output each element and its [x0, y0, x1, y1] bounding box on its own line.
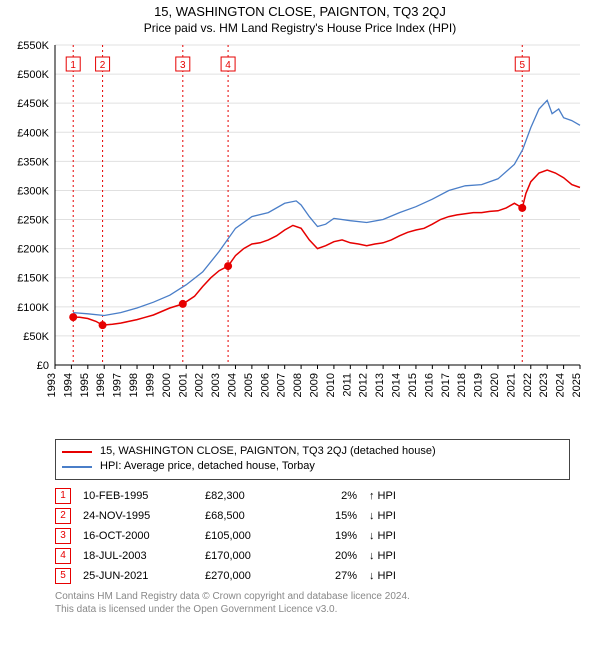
svg-text:2019: 2019	[473, 373, 485, 397]
title-main: 15, WASHINGTON CLOSE, PAIGNTON, TQ3 2QJ	[0, 0, 600, 19]
sale-pct: 2%	[307, 486, 369, 506]
sale-pct: 19%	[307, 526, 369, 546]
sale-price: £105,000	[205, 526, 307, 546]
svg-text:2001: 2001	[177, 373, 189, 397]
svg-text:£450K: £450K	[17, 98, 49, 110]
svg-text:£300K: £300K	[17, 185, 49, 197]
sales-row: 2 24-NOV-1995£68,50015%↓ HPI	[55, 506, 408, 526]
svg-text:2008: 2008	[292, 373, 304, 397]
legend-row-red: 15, WASHINGTON CLOSE, PAIGNTON, TQ3 2QJ …	[62, 444, 563, 459]
legend-row-blue: HPI: Average price, detached house, Torb…	[62, 459, 563, 474]
svg-text:1995: 1995	[79, 373, 91, 397]
sale-pct: 27%	[307, 566, 369, 586]
footer-line-1: Contains HM Land Registry data © Crown c…	[55, 590, 570, 603]
svg-text:1993: 1993	[46, 373, 58, 397]
svg-text:1997: 1997	[112, 373, 124, 397]
svg-text:2018: 2018	[456, 373, 468, 397]
svg-text:4: 4	[225, 60, 231, 71]
legend-swatch-red	[62, 451, 92, 453]
svg-text:£400K: £400K	[17, 127, 49, 139]
sale-arrow: ↓ HPI	[369, 506, 408, 526]
svg-text:2011: 2011	[341, 373, 353, 397]
sale-arrow: ↓ HPI	[369, 526, 408, 546]
svg-text:2014: 2014	[391, 373, 403, 397]
svg-text:2020: 2020	[489, 373, 501, 397]
sale-date: 18-JUL-2003	[83, 546, 205, 566]
svg-text:2010: 2010	[325, 373, 337, 397]
sale-marker-icon: 3	[55, 528, 71, 544]
svg-text:1: 1	[70, 60, 76, 71]
sale-arrow: ↑ HPI	[369, 486, 408, 506]
svg-text:2003: 2003	[210, 373, 222, 397]
svg-text:2016: 2016	[423, 373, 435, 397]
svg-text:2013: 2013	[374, 373, 386, 397]
sale-price: £270,000	[205, 566, 307, 586]
sale-arrow: ↓ HPI	[369, 546, 408, 566]
svg-text:2009: 2009	[309, 373, 321, 397]
sale-arrow: ↓ HPI	[369, 566, 408, 586]
svg-text:2012: 2012	[358, 373, 370, 397]
sale-marker-icon: 2	[55, 508, 71, 524]
sale-pct: 15%	[307, 506, 369, 526]
svg-text:£250K: £250K	[17, 215, 49, 227]
svg-text:2007: 2007	[276, 373, 288, 397]
svg-text:2021: 2021	[505, 373, 517, 397]
svg-text:£350K: £350K	[17, 156, 49, 168]
svg-text:2006: 2006	[259, 373, 271, 397]
svg-text:£50K: £50K	[23, 331, 49, 343]
svg-text:2017: 2017	[440, 373, 452, 397]
sale-date: 16-OCT-2000	[83, 526, 205, 546]
legend-label-red: 15, WASHINGTON CLOSE, PAIGNTON, TQ3 2QJ …	[100, 444, 436, 459]
sale-date: 10-FEB-1995	[83, 486, 205, 506]
sale-pct: 20%	[307, 546, 369, 566]
sale-date: 25-JUN-2021	[83, 566, 205, 586]
sale-date: 24-NOV-1995	[83, 506, 205, 526]
sales-row: 4 18-JUL-2003£170,00020%↓ HPI	[55, 546, 408, 566]
chart-svg: £0 £50K £100K £150K £200K £250K £300K £350K £400…	[0, 35, 600, 435]
svg-text:2025: 2025	[571, 373, 583, 397]
svg-text:3: 3	[180, 60, 186, 71]
svg-text:2024: 2024	[555, 373, 567, 397]
sale-price: £68,500	[205, 506, 307, 526]
svg-text:£200K: £200K	[17, 244, 49, 256]
svg-text:5: 5	[519, 60, 525, 71]
legend-swatch-blue	[62, 466, 92, 468]
svg-text:2004: 2004	[226, 373, 238, 397]
sale-marker-icon: 4	[55, 548, 71, 564]
svg-text:2015: 2015	[407, 373, 419, 397]
svg-text:£150K: £150K	[17, 273, 49, 285]
svg-text:1996: 1996	[95, 373, 107, 397]
svg-text:£550K: £550K	[17, 40, 49, 52]
svg-text:2005: 2005	[243, 373, 255, 397]
svg-text:2023: 2023	[538, 373, 550, 397]
svg-text:£100K: £100K	[17, 302, 49, 314]
sales-table: 1 10-FEB-1995£82,3002%↑ HPI 2 24-NOV-1995£6…	[55, 486, 408, 586]
legend-box: 15, WASHINGTON CLOSE, PAIGNTON, TQ3 2QJ …	[55, 439, 570, 480]
svg-text:1994: 1994	[62, 373, 74, 397]
sale-price: £170,000	[205, 546, 307, 566]
sale-price: £82,300	[205, 486, 307, 506]
sale-marker-icon: 1	[55, 488, 71, 504]
chart-area: £0 £50K £100K £150K £200K £250K £300K £350K £400…	[0, 35, 600, 435]
svg-text:£0: £0	[37, 360, 49, 372]
sales-row: 1 10-FEB-1995£82,3002%↑ HPI	[55, 486, 408, 506]
svg-text:£500K: £500K	[17, 69, 49, 81]
footer: Contains HM Land Registry data © Crown c…	[55, 590, 570, 616]
svg-text:1998: 1998	[128, 373, 140, 397]
sales-row: 5 25-JUN-2021£270,00027%↓ HPI	[55, 566, 408, 586]
svg-text:2002: 2002	[194, 373, 206, 397]
title-sub: Price paid vs. HM Land Registry's House …	[0, 19, 600, 35]
svg-text:2000: 2000	[161, 373, 173, 397]
svg-text:2022: 2022	[522, 373, 534, 397]
sales-row: 3 16-OCT-2000£105,00019%↓ HPI	[55, 526, 408, 546]
svg-text:2: 2	[100, 60, 106, 71]
footer-line-2: This data is licensed under the Open Gov…	[55, 603, 570, 616]
legend-label-blue: HPI: Average price, detached house, Torb…	[100, 459, 315, 474]
svg-text:1999: 1999	[144, 373, 156, 397]
sale-marker-icon: 5	[55, 568, 71, 584]
